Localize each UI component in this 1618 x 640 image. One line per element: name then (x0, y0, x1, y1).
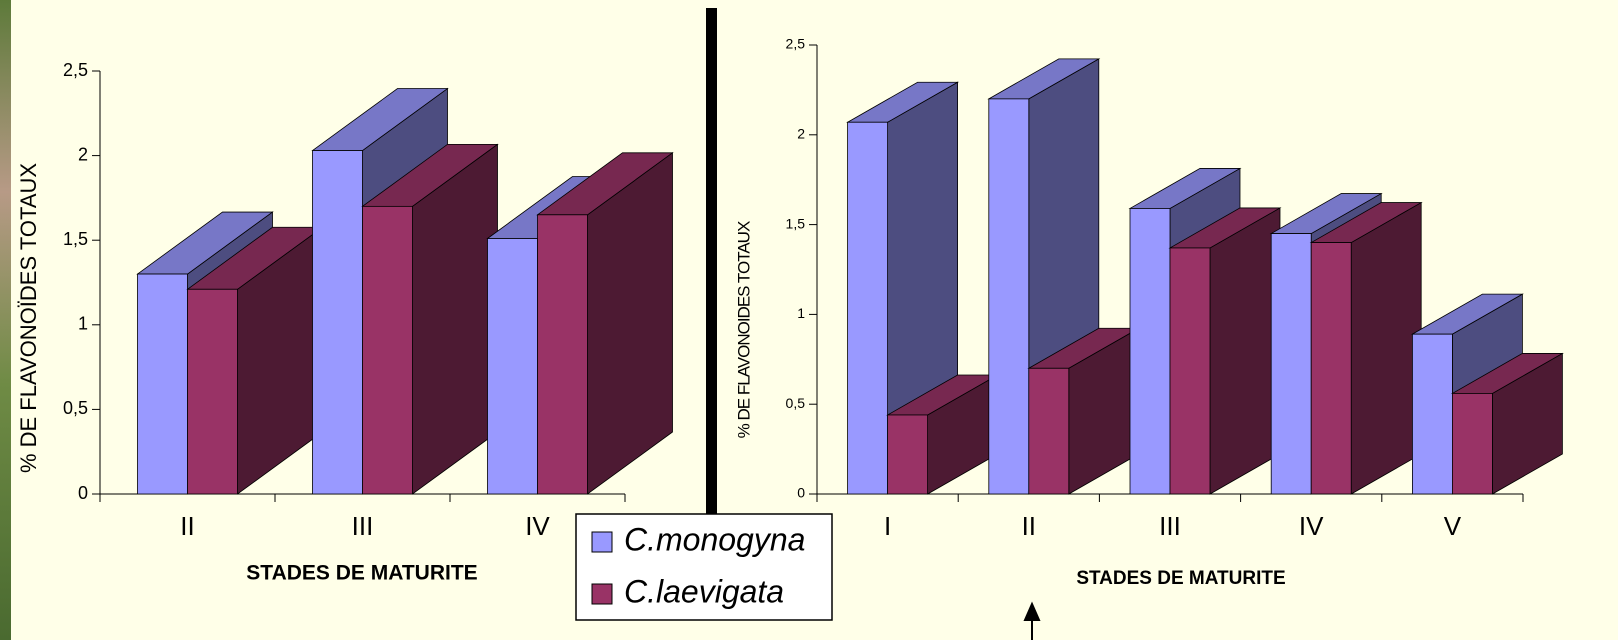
bar (1311, 243, 1351, 494)
x-tick-label: II (180, 511, 194, 541)
x-axis-label: STADES DE MATURITE (1076, 568, 1285, 589)
bar (888, 415, 928, 494)
y-tick-label: 0,5 (63, 398, 88, 418)
page: 00,511,522,5IIIIIIV% DE FLAVONOÏDES TOTA… (0, 0, 1618, 640)
bar (1452, 393, 1492, 494)
bar (1271, 234, 1311, 494)
y-tick-label: 2 (797, 126, 805, 142)
bar (989, 99, 1029, 494)
bar (1412, 334, 1452, 494)
legend-label: C.laevigata (624, 573, 784, 609)
y-axis-label: % DE FLAVONOIDES TOTAUX (734, 221, 753, 438)
bar (363, 206, 413, 494)
bar (1029, 368, 1069, 494)
y-tick-label: 1 (797, 305, 805, 321)
photo-strip (0, 0, 11, 640)
bar (848, 122, 888, 494)
x-tick-label: III (1159, 511, 1181, 541)
x-tick-label: IV (1299, 511, 1324, 541)
x-tick-label: V (1444, 511, 1462, 541)
x-tick-label: I (884, 511, 891, 541)
bar (1130, 208, 1170, 494)
y-tick-label: 2,5 (63, 60, 88, 80)
x-tick-label: IV (525, 511, 550, 541)
y-tick-label: 1,5 (786, 215, 806, 231)
y-tick-label: 1 (78, 314, 88, 334)
bar (1170, 248, 1210, 494)
x-tick-label: II (1022, 511, 1036, 541)
y-axis-label: % DE FLAVONOÏDES TOTAUX (16, 163, 41, 473)
y-tick-label: 0 (78, 483, 88, 503)
arrow (1025, 604, 1039, 640)
bar (313, 151, 363, 494)
bar (188, 289, 238, 494)
bar (488, 239, 538, 494)
y-tick-label: 2,5 (786, 36, 806, 52)
legend-label: C.monogyna (624, 521, 805, 557)
bar-side (1210, 208, 1280, 494)
x-tick-label: III (352, 511, 374, 541)
bar (538, 215, 588, 494)
y-tick-label: 0 (797, 485, 805, 501)
x-axis-label: STADES DE MATURITE (246, 562, 477, 585)
y-tick-label: 2 (78, 144, 88, 164)
bar (138, 274, 188, 494)
bar-side (1351, 203, 1421, 494)
legend-swatch (592, 584, 612, 604)
legend: C.monogyna C.laevigata (576, 514, 832, 620)
legend-swatch (592, 532, 612, 552)
y-tick-label: 0,5 (786, 395, 806, 411)
y-tick-label: 1,5 (63, 229, 88, 249)
